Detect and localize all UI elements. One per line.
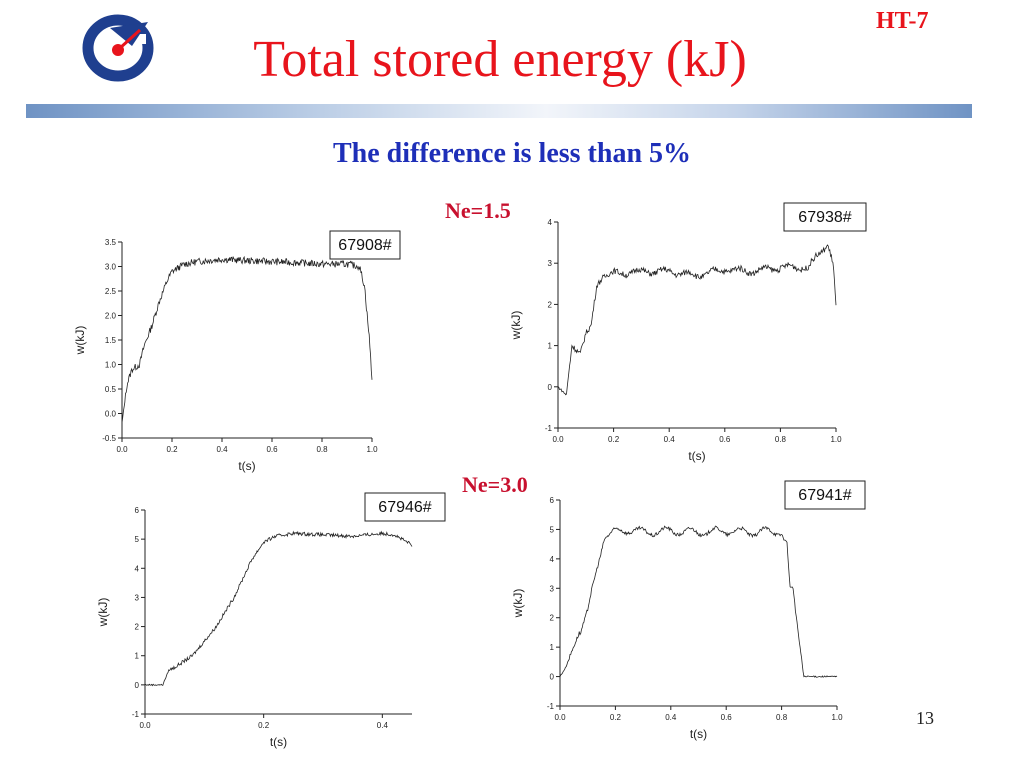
y-tick-label: 5 (135, 535, 140, 544)
energy-trace (557, 244, 837, 396)
x-tick-label: 0.8 (316, 445, 328, 454)
x-tick-label: 0.2 (166, 445, 178, 454)
y-tick-label: 2.5 (105, 287, 117, 296)
x-tick-label: 0.4 (216, 445, 228, 454)
x-tick-label: 0.4 (664, 435, 676, 444)
y-tick-label: 0 (550, 673, 555, 682)
y-tick-label: 4 (548, 218, 553, 227)
y-tick-label: 6 (550, 496, 555, 505)
y-tick-label: 0.0 (105, 410, 117, 419)
x-tick-label: 1.0 (830, 435, 842, 444)
page-number: 13 (916, 708, 934, 728)
y-axis-label: w(kJ) (509, 311, 523, 341)
y-tick-label: 3.0 (105, 263, 117, 272)
header-band (26, 104, 972, 118)
x-tick-label: 0.2 (258, 721, 270, 730)
y-tick-label: 2 (550, 614, 555, 623)
group-label-ne-3-0: Ne=3.0 (462, 472, 528, 497)
chart-67941: 0.0 0.2 0.4 0.6 0.8 1.0 -1 0 1 2 3 4 5 6 t(s) w(kJ) 6794… (511, 480, 866, 741)
x-axis-label: t(s) (690, 727, 707, 741)
y-tick-label: -1 (545, 424, 553, 433)
x-tick-label: 0.8 (775, 435, 787, 444)
chart-67908: 0.0 0.2 0.4 0.6 0.8 1.0-0.50.00.51.01.52.02.5… (73, 230, 401, 473)
x-tick-label: 0.6 (721, 713, 733, 722)
x-tick-label: 0.0 (139, 721, 151, 730)
y-tick-label: 5 (550, 525, 555, 534)
x-tick-label: 0.2 (608, 435, 620, 444)
y-tick-label: -0.5 (102, 434, 116, 443)
y-tick-label: 2 (135, 623, 140, 632)
y-tick-label: 1.0 (105, 361, 117, 370)
shot-label-box (783, 202, 867, 232)
x-axis-label: t(s) (688, 449, 705, 463)
y-tick-label: 1 (550, 643, 555, 652)
slide-title: Total stored energy (kJ) (253, 31, 747, 88)
y-tick-label: 1.5 (105, 336, 117, 345)
shot-number: 67941# (798, 487, 851, 504)
y-tick-label: 4 (550, 555, 555, 564)
x-tick-label: 1.0 (831, 713, 843, 722)
institute-logo (82, 14, 154, 82)
x-tick-label: 0.6 (719, 435, 731, 444)
y-tick-label: 3 (550, 584, 555, 593)
y-tick-label: 3 (135, 593, 140, 602)
x-tick-label: 0.8 (776, 713, 788, 722)
energy-trace (559, 525, 838, 678)
x-tick-label: 0.4 (377, 721, 389, 730)
energy-trace (144, 530, 413, 687)
shot-number: 67938# (798, 209, 851, 226)
y-tick-label: 4 (135, 564, 140, 573)
chart-67946: 0.0 0.2 0.4 -1 0 1 2 3 4 5 6 t(s) w(kJ) 67946# (96, 492, 446, 749)
group-label-ne-1-5: Ne=1.5 (445, 198, 511, 223)
y-tick-label: 2 (548, 300, 553, 309)
shot-number: 67908# (338, 237, 391, 254)
chart-67938: 0.0 0.2 0.4 0.6 0.8 1.0 -1 0 1 2 3 4 t(s) w(kJ) 67938# (509, 202, 867, 463)
y-tick-label: -1 (132, 710, 140, 719)
slide-subtitle: The difference is less than 5% (332, 138, 692, 169)
y-tick-label: 1 (548, 342, 553, 351)
y-tick-label: 6 (135, 506, 140, 515)
y-tick-label: 2.0 (105, 312, 117, 321)
y-tick-label: 3.5 (105, 238, 117, 247)
x-tick-label: 0.0 (552, 435, 564, 444)
x-tick-label: 0.6 (266, 445, 278, 454)
x-tick-label: 0.0 (116, 445, 128, 454)
shot-label-box (364, 492, 446, 522)
shot-label-box (329, 230, 401, 260)
x-tick-label: 1.0 (366, 445, 378, 454)
experiment-tag: HT-7 (876, 8, 929, 34)
y-tick-label: 1 (135, 652, 140, 661)
y-tick-label: 0 (135, 681, 140, 690)
x-tick-label: 0.2 (610, 713, 622, 722)
y-tick-label: -1 (547, 702, 555, 711)
y-axis-label: w(kJ) (511, 589, 525, 619)
y-tick-label: 0.5 (105, 385, 117, 394)
y-axis-label: w(kJ) (96, 598, 110, 628)
x-tick-label: 0.4 (665, 713, 677, 722)
energy-trace (121, 255, 373, 423)
y-tick-label: 3 (548, 259, 553, 268)
x-axis-label: t(s) (270, 735, 287, 749)
shot-number: 67946# (378, 499, 431, 516)
x-axis-label: t(s) (238, 459, 255, 473)
x-tick-label: 0.0 (554, 713, 566, 722)
shot-label-box (784, 480, 866, 510)
y-axis-label: w(kJ) (73, 326, 87, 356)
y-tick-label: 0 (548, 383, 553, 392)
